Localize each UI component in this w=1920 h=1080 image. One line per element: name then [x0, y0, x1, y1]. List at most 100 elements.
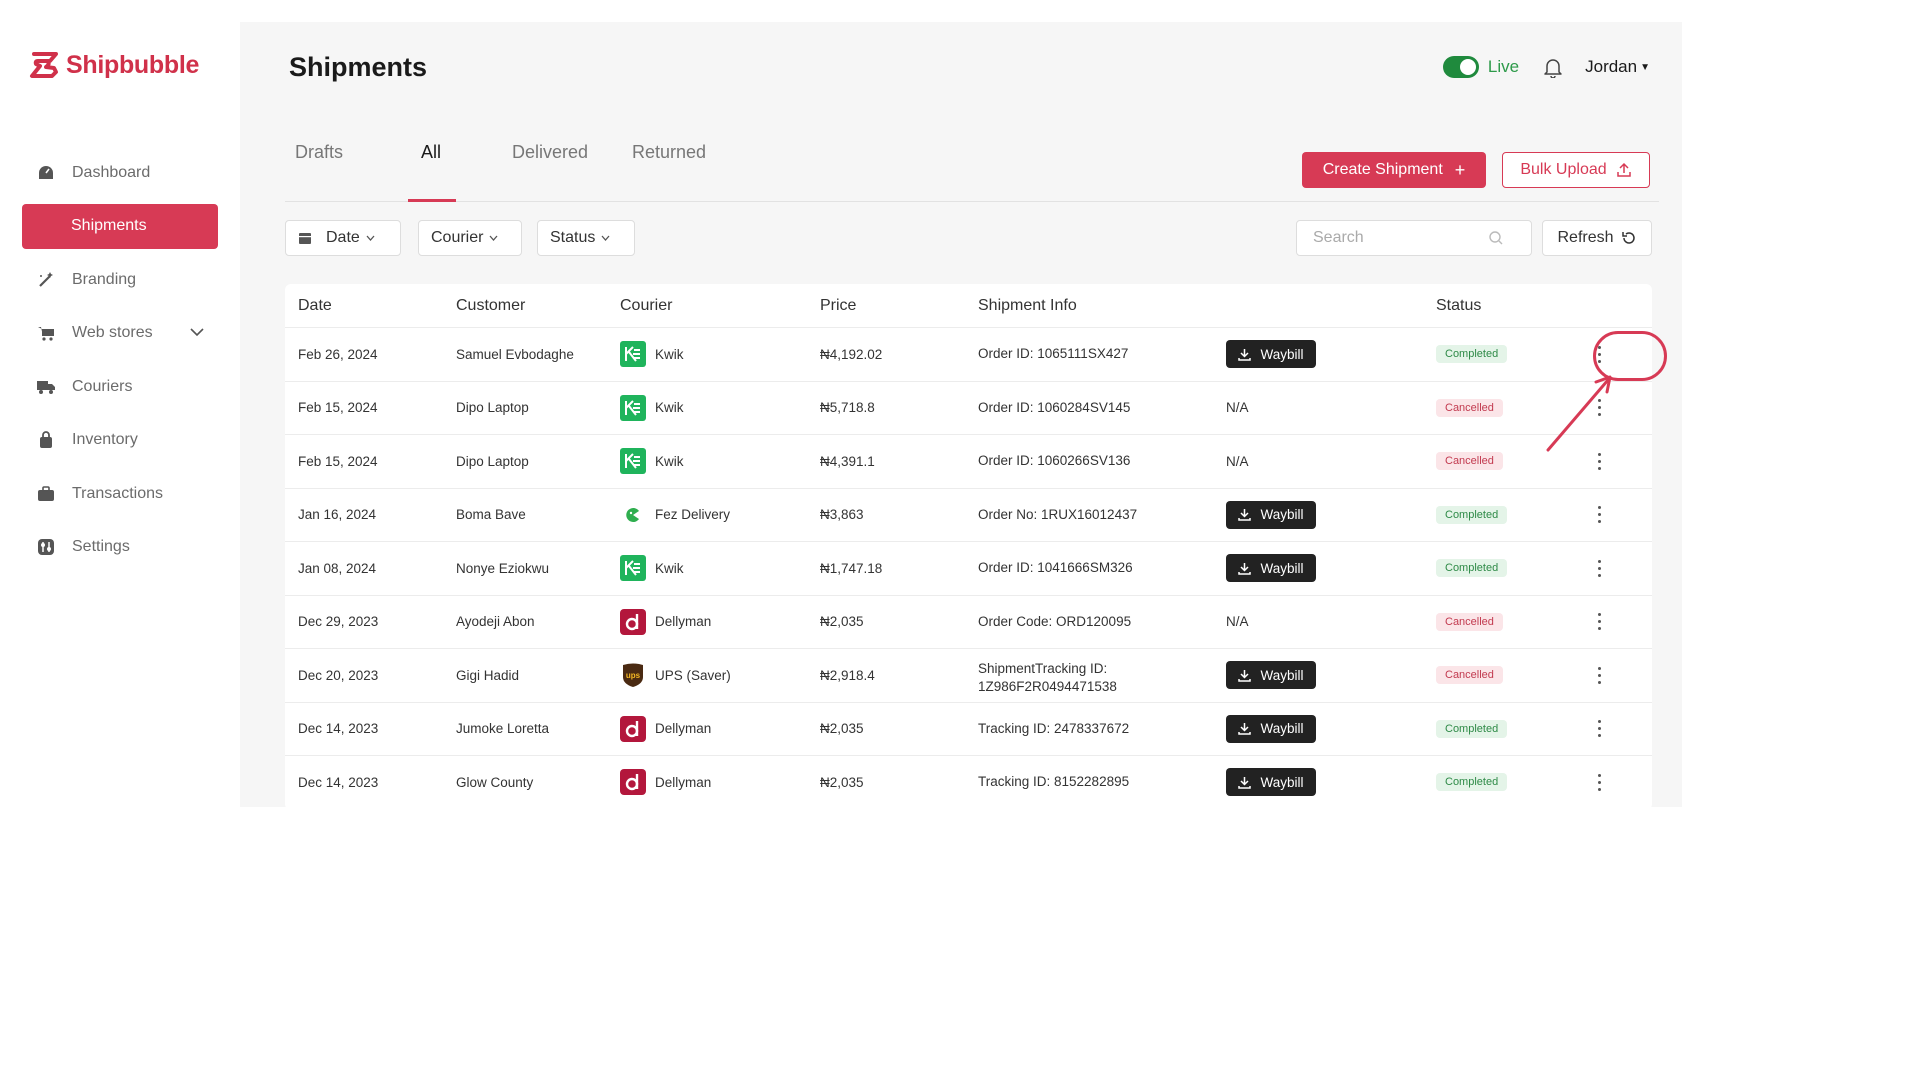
column-header-price: Price	[820, 296, 857, 314]
cell-status: Completed	[1436, 719, 1508, 738]
shipment-info-text: Tracking ID: 8152282895	[978, 774, 1130, 790]
table-row[interactable]: Dec 14, 2023 Glow County Dellyman ₦2,035 Tra…	[285, 756, 1652, 807]
cell-waybill: Waybill	[1226, 714, 1316, 743]
cell-status: Completed	[1436, 505, 1508, 524]
user-menu[interactable]: Jordan	[1585, 57, 1638, 76]
cell-status: Cancelled	[1436, 398, 1503, 417]
cell-status: Completed	[1436, 559, 1508, 578]
bell-icon[interactable]	[1543, 56, 1563, 78]
cell-courier: Dellyman	[620, 769, 711, 796]
courier-name: Dellyman	[655, 614, 712, 630]
shipment-tabs: Drafts All Delivered Returned	[285, 130, 1659, 202]
shipment-info-text: Order ID: 1060266SV136	[978, 453, 1131, 469]
cell-shipment-info: Tracking ID: 2478337672	[978, 720, 1178, 738]
create-shipment-button[interactable]: Create Shipment +	[1302, 152, 1486, 188]
cell-waybill: Waybill	[1226, 661, 1316, 690]
sidebar-item-couriers[interactable]: Couriers	[22, 364, 218, 409]
sidebar-item-shipments[interactable]: Shipments	[22, 203, 218, 249]
more-options-icon[interactable]	[1587, 394, 1611, 422]
more-options-icon[interactable]	[1587, 661, 1611, 689]
tab-drafts[interactable]: Drafts	[295, 142, 344, 162]
shipment-info-text: ShipmentTracking ID:	[978, 661, 1108, 676]
caret-down-icon[interactable]: ▼	[1640, 61, 1650, 73]
waybill-button[interactable]: Waybill	[1226, 340, 1316, 369]
chevron-down-icon	[489, 233, 498, 243]
sidebar: Shipbubble Dashboard Shipments Branding …	[0, 0, 240, 1080]
courier-name: Kwik	[655, 346, 684, 362]
shipment-info-text: Order ID: 1041666SM326	[978, 560, 1133, 576]
briefcase-icon	[36, 484, 56, 504]
sidebar-item-label: Shipments	[71, 217, 147, 234]
more-options-icon[interactable]	[1587, 768, 1611, 796]
more-options-icon[interactable]	[1587, 447, 1611, 475]
more-options-icon[interactable]	[1587, 608, 1611, 636]
status-badge: Completed	[1436, 559, 1508, 578]
cell-courier: ups UPS (Saver)	[620, 662, 731, 688]
cell-price: ₦2,035	[820, 721, 864, 737]
status-badge: Completed	[1436, 773, 1508, 792]
settings-icon	[36, 537, 56, 557]
tab-delivered[interactable]: Delivered	[512, 142, 589, 162]
search-input[interactable]	[1313, 229, 1488, 247]
shipbubble-logo-icon	[30, 52, 58, 78]
courier-name: Kwik	[655, 400, 684, 416]
table-row[interactable]: Feb 15, 2024 Dipo Laptop Kwik ₦4,391.1 Order…	[285, 435, 1652, 489]
download-icon	[1238, 776, 1252, 789]
table-row[interactable]: Jan 08, 2024 Nonye Eziokwu Kwik ₦1,747.18 Or…	[285, 542, 1652, 596]
cell-courier: Kwik	[620, 555, 684, 582]
waybill-button[interactable]: Waybill	[1226, 500, 1316, 529]
more-options-icon[interactable]	[1587, 554, 1611, 582]
live-toggle[interactable]	[1442, 56, 1479, 78]
bulk-upload-button[interactable]: Bulk Upload	[1502, 152, 1650, 188]
more-options-icon[interactable]	[1587, 715, 1611, 743]
waybill-button[interactable]: Waybill	[1226, 554, 1316, 583]
table-row[interactable]: Dec 14, 2023 Jumoke Loretta Dellyman ₦2,035…	[285, 703, 1652, 756]
store-icon	[36, 323, 56, 343]
status-filter[interactable]: Status	[537, 220, 635, 256]
refresh-button[interactable]: Refresh	[1542, 220, 1652, 256]
fez-logo-icon	[620, 501, 646, 528]
table-row[interactable]: Dec 20, 2023 Gigi Hadid ups UPS (Saver) ₦2,9…	[285, 649, 1652, 703]
table-row[interactable]: Feb 15, 2024 Dipo Laptop Kwik ₦5,718.8 Order…	[285, 382, 1652, 435]
download-icon	[1238, 348, 1252, 361]
cell-waybill: N/A	[1226, 614, 1249, 629]
table-row[interactable]: Dec 29, 2023 Ayodeji Abon Dellyman ₦2,035 Or…	[285, 596, 1652, 649]
logo[interactable]: Shipbubble	[26, 50, 199, 80]
shipment-info-text: Order ID: 1060284SV145	[978, 399, 1131, 415]
table-row[interactable]: Jan 16, 2024 Boma Bave Fez Delivery ₦3,863 O…	[285, 489, 1652, 542]
more-options-icon[interactable]	[1587, 501, 1611, 529]
tab-returned[interactable]: Returned	[632, 142, 707, 162]
status-badge: Completed	[1436, 719, 1508, 738]
sidebar-item-web-stores[interactable]: Web stores	[22, 311, 218, 356]
waybill-na: N/A	[1226, 400, 1249, 416]
waybill-button[interactable]: Waybill	[1226, 768, 1316, 797]
date-filter[interactable]: Date	[285, 220, 401, 256]
chevron-down-icon[interactable]	[190, 324, 204, 342]
plus-icon: +	[1454, 159, 1466, 180]
waybill-label: Waybill	[1260, 667, 1304, 683]
annotation-arrow-icon	[1546, 375, 1612, 452]
search-icon[interactable]	[1488, 230, 1504, 246]
waybill-button[interactable]: Waybill	[1226, 661, 1316, 690]
cell-waybill: Waybill	[1226, 554, 1316, 583]
sidebar-item-transactions[interactable]: Transactions	[22, 471, 218, 516]
annotation-highlight-circle	[1593, 331, 1667, 381]
table-row[interactable]: Feb 26, 2024 Samuel Evbodaghe Kwik ₦4,192.0…	[285, 328, 1652, 382]
cell-customer: Dipo Laptop	[456, 453, 529, 469]
active-tab-underline	[408, 199, 456, 202]
cell-status: Completed	[1436, 345, 1508, 364]
sidebar-item-dashboard[interactable]: Dashboard	[22, 150, 218, 195]
cell-date: Feb 15, 2024	[298, 400, 378, 416]
tab-all[interactable]: All	[421, 142, 442, 162]
courier-filter[interactable]: Courier	[418, 220, 522, 256]
cell-status: Cancelled	[1436, 666, 1503, 685]
cell-shipment-info: Order ID: 1041666SM326	[978, 559, 1178, 577]
sidebar-item-settings[interactable]: Settings	[22, 525, 218, 570]
kwik-logo-icon	[620, 341, 646, 368]
waybill-label: Waybill	[1260, 774, 1304, 790]
sidebar-item-inventory[interactable]: Inventory	[22, 418, 218, 463]
sidebar-item-branding[interactable]: Branding	[22, 257, 218, 302]
cell-customer: Gigi Hadid	[456, 667, 520, 683]
kwik-logo-icon	[620, 555, 646, 582]
waybill-button[interactable]: Waybill	[1226, 714, 1316, 743]
